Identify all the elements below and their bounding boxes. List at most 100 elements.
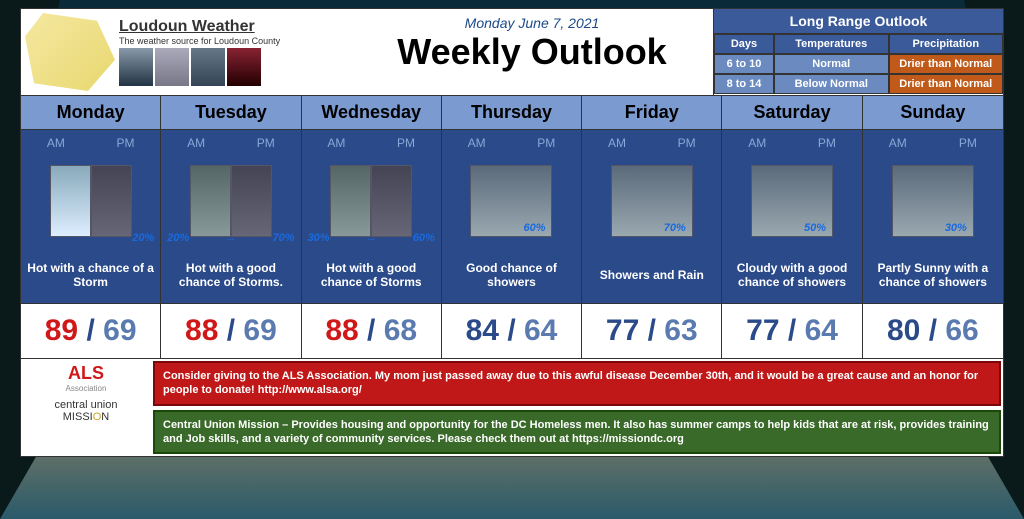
temp-hi: 77: [746, 314, 779, 347]
temp-lo: 69: [103, 314, 136, 347]
brand-text: Loudoun Weather The weather source for L…: [119, 18, 347, 86]
lr-col-precip: Precipitation: [889, 34, 1004, 54]
long-range-table: Long Range Outlook Days Temperatures Pre…: [713, 9, 1003, 95]
day-desc: Partly Sunny with a chance of showers: [863, 246, 1003, 304]
precip-pct: 70%: [664, 222, 686, 234]
thumb-strip: [119, 48, 347, 86]
precip-pct: 60%: [523, 222, 545, 234]
day-column: Wednesday AMPM 30% → 60% Hot with a good…: [302, 95, 442, 358]
precip-pct-am: 30%: [308, 232, 330, 244]
day-temps: 84 / 64: [442, 304, 581, 358]
day-desc: Hot with a good chance of Storms.: [161, 246, 300, 304]
day-name: Wednesday: [302, 95, 441, 130]
lr-col-days: Days: [714, 34, 774, 54]
day-desc: Good chance of showers: [442, 246, 581, 304]
icon-area: 20%: [21, 156, 160, 246]
day-desc: Hot with a good chance of Storms: [302, 246, 441, 304]
lr-temp: Normal: [774, 54, 889, 74]
temp-hi: 88: [185, 314, 218, 347]
day-name: Sunday: [863, 95, 1003, 130]
am-pm-labels: AMPM: [161, 130, 300, 156]
brand-subtitle: The weather source for Loudoun County: [119, 36, 347, 46]
icon-area: 50%: [722, 156, 861, 246]
day-name: Thursday: [442, 95, 581, 130]
day-column: Friday AMPM 70% Showers and Rain 77 / 63: [582, 95, 722, 358]
precip-pct: 30%: [945, 222, 967, 234]
day-name: Friday: [582, 95, 721, 130]
day-column: Tuesday AMPM 20% → 70% Hot with a good c…: [161, 95, 301, 358]
outlook-card: Loudoun Weather The weather source for L…: [20, 8, 1004, 457]
thumb-photo: [155, 48, 189, 86]
day-temps: 80 / 66: [863, 304, 1003, 358]
brand-section: Loudoun Weather The weather source for L…: [21, 9, 351, 95]
temp-hi: 84: [466, 314, 499, 347]
weather-icon: 20%: [50, 165, 132, 237]
icon-area: 20% → 70%: [161, 156, 300, 246]
temp-lo: 63: [664, 314, 697, 347]
lr-precip: Drier than Normal: [889, 54, 1004, 74]
banner-als: Consider giving to the ALS Association. …: [153, 361, 1001, 406]
day-column: Saturday AMPM 50% Cloudy with a good cha…: [722, 95, 862, 358]
day-temps: 77 / 63: [582, 304, 721, 358]
lr-precip: Drier than Normal: [889, 74, 1004, 94]
arrow-icon: →: [366, 232, 377, 244]
am-pm-labels: AMPM: [21, 130, 160, 156]
icon-area: 60%: [442, 156, 581, 246]
day-temps: 88 / 68: [302, 304, 441, 358]
temp-lo: 66: [945, 314, 978, 347]
icon-area: 70%: [582, 156, 721, 246]
day-temps: 88 / 69: [161, 304, 300, 358]
temp-hi: 89: [45, 314, 78, 347]
day-name: Monday: [21, 95, 160, 130]
main-title: Weekly Outlook: [357, 31, 707, 73]
banner-cum: Central Union Mission – Provides housing…: [153, 410, 1001, 455]
brand-title: Loudoun Weather: [119, 18, 347, 36]
footer: ALSAssociation central unionMISSION Cons…: [21, 358, 1003, 456]
day-column: Sunday AMPM 30% Partly Sunny with a chan…: [863, 95, 1003, 358]
am-pm-labels: AMPM: [302, 130, 441, 156]
thumb-photo: [191, 48, 225, 86]
title-section: Monday June 7, 2021 Weekly Outlook: [351, 9, 713, 95]
am-pm-labels: AMPM: [582, 130, 721, 156]
day-desc: Cloudy with a good chance of showers: [722, 246, 861, 304]
precip-pct-am: 20%: [167, 232, 189, 244]
day-desc: Hot with a chance of a Storm: [21, 246, 160, 304]
weather-icon: 30% → 60%: [330, 165, 412, 237]
icon-area: 30%: [863, 156, 1003, 246]
weather-icon: 60%: [470, 165, 552, 237]
day-name: Tuesday: [161, 95, 300, 130]
precip-pct-pm: 70%: [273, 232, 295, 244]
footer-logos: ALSAssociation central unionMISSION: [21, 359, 151, 456]
day-desc: Showers and Rain: [582, 246, 721, 304]
als-logo: ALSAssociation: [25, 363, 147, 393]
temp-lo: 68: [384, 314, 417, 347]
weather-icon: 20% → 70%: [190, 165, 272, 237]
temp-lo: 64: [524, 314, 557, 347]
lr-days: 8 to 14: [714, 74, 774, 94]
icon-area: 30% → 60%: [302, 156, 441, 246]
thumb-photo: [227, 48, 261, 86]
temp-lo: 64: [805, 314, 838, 347]
am-pm-labels: AMPM: [442, 130, 581, 156]
thumb-photo: [119, 48, 153, 86]
lr-temp: Below Normal: [774, 74, 889, 94]
temp-hi: 77: [606, 314, 639, 347]
cum-logo: central unionMISSION: [25, 399, 147, 423]
day-name: Saturday: [722, 95, 861, 130]
day-column: Thursday AMPM 60% Good chance of showers…: [442, 95, 582, 358]
day-temps: 77 / 64: [722, 304, 861, 358]
precip-pct: 50%: [804, 222, 826, 234]
weather-icon: 50%: [751, 165, 833, 237]
temp-lo: 69: [243, 314, 276, 347]
weather-icon: 70%: [611, 165, 693, 237]
county-map-icon: [25, 13, 115, 91]
day-column: Monday AMPM 20% Hot with a chance of a S…: [21, 95, 161, 358]
temp-hi: 88: [325, 314, 358, 347]
am-pm-labels: AMPM: [722, 130, 861, 156]
am-pm-labels: AMPM: [863, 130, 1003, 156]
long-range-title: Long Range Outlook: [714, 9, 1003, 34]
precip-pct-pm: 20%: [132, 232, 154, 244]
weather-icon: 30%: [892, 165, 974, 237]
day-temps: 89 / 69: [21, 304, 160, 358]
header-row: Loudoun Weather The weather source for L…: [21, 9, 1003, 95]
